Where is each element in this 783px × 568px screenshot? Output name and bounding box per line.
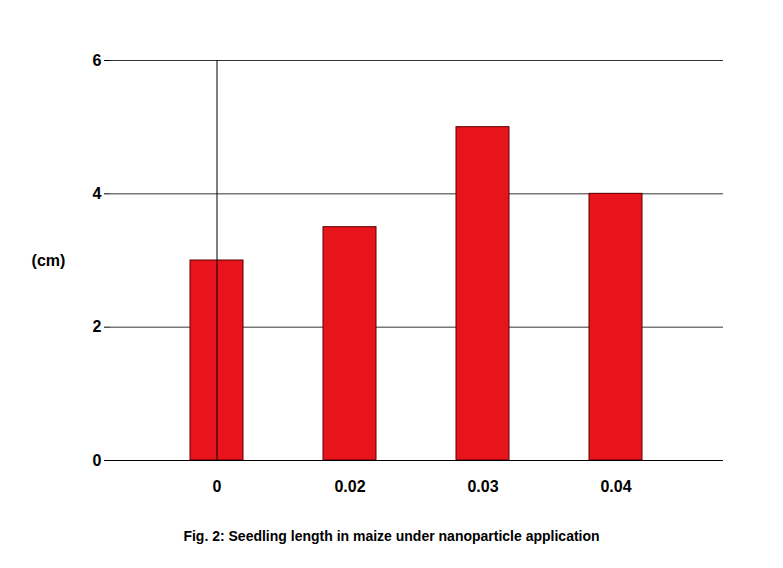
svg-text:0.04: 0.04 <box>600 478 631 495</box>
svg-text:2: 2 <box>93 318 102 335</box>
svg-text:0.02: 0.02 <box>334 478 365 495</box>
svg-text:0: 0 <box>93 452 102 469</box>
svg-text:0: 0 <box>213 478 222 495</box>
svg-text:(cm): (cm) <box>32 252 66 269</box>
svg-text:0.03: 0.03 <box>467 478 498 495</box>
html-text:Fig. 2: Seedling length in mai: Fig. 2: Seedling length in maize under n… <box>183 528 600 544</box>
svg-text:6: 6 <box>93 52 102 69</box>
svg-text:4: 4 <box>93 185 102 202</box>
